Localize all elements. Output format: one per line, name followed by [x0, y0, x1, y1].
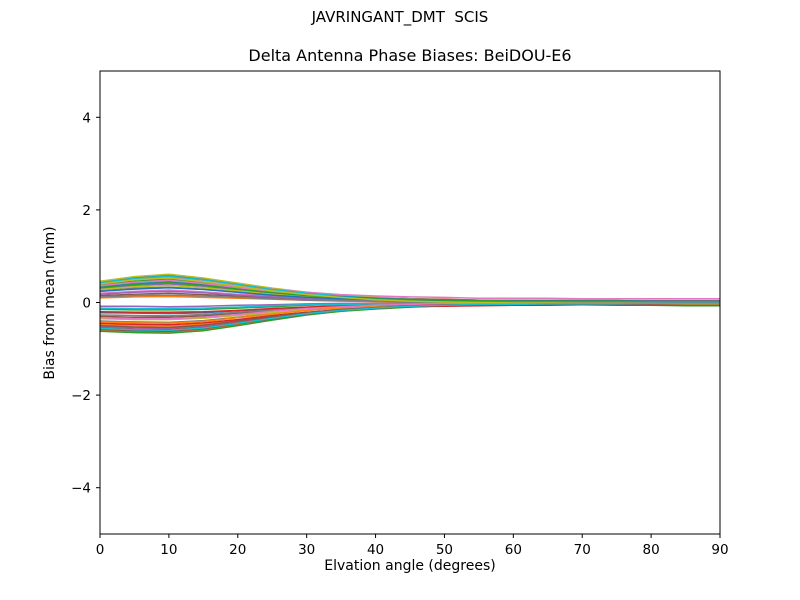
y-tick-label: 2 — [82, 203, 91, 219]
y-tick-label: −2 — [71, 388, 91, 404]
x-tick-label: 20 — [229, 542, 246, 558]
x-tick-label: 40 — [367, 542, 384, 558]
y-tick-label: 4 — [82, 110, 91, 126]
chart-title: Delta Antenna Phase Biases: BeiDOU-E6 — [248, 46, 572, 65]
x-tick-label: 80 — [643, 542, 660, 558]
x-tick-label: 90 — [711, 542, 728, 558]
y-tick-label: 0 — [82, 296, 91, 312]
series-line — [99, 302, 720, 332]
y-axis-label: Bias from mean (mm) — [42, 226, 58, 380]
x-tick-label: 60 — [505, 542, 522, 558]
x-tick-label: 70 — [574, 542, 591, 558]
x-tick-label: 0 — [96, 542, 105, 558]
x-tick-label: 10 — [160, 542, 177, 558]
x-tick-label: 30 — [298, 542, 315, 558]
x-axis-label: Elvation angle (degrees) — [324, 558, 496, 574]
figure-suptitle: JAVRINGANT_DMT SCIS — [311, 8, 489, 26]
y-tick-label: −4 — [71, 481, 91, 497]
series-line — [99, 281, 720, 303]
x-tick-label: 50 — [436, 542, 453, 558]
